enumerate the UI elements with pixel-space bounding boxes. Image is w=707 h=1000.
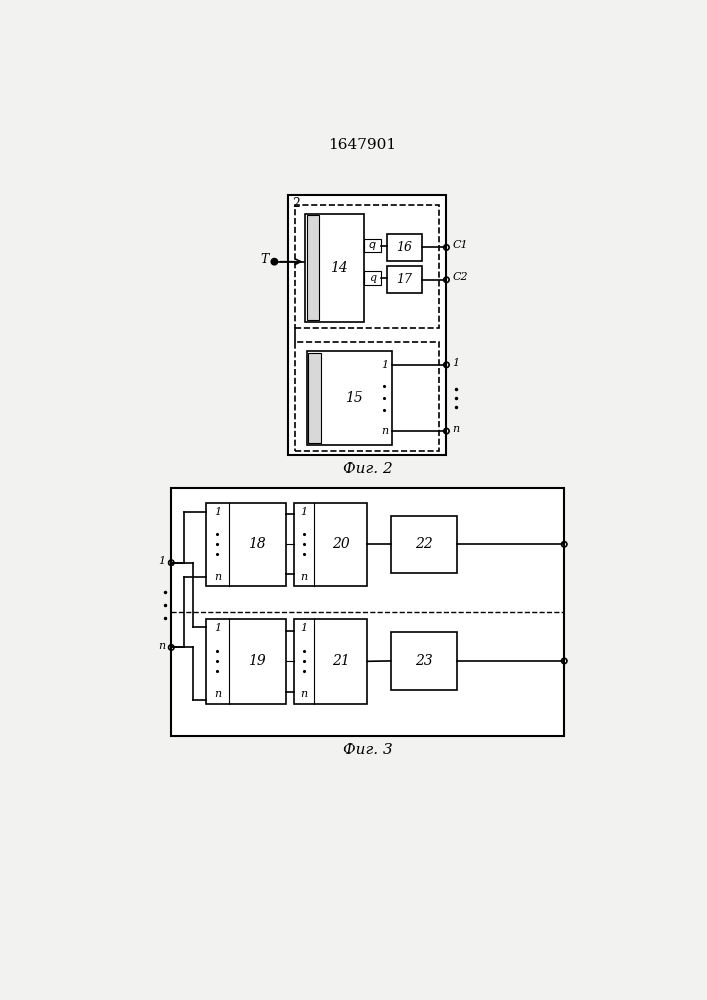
Text: 15: 15 <box>345 391 363 405</box>
Text: 1: 1 <box>381 360 388 370</box>
Bar <box>293 503 368 586</box>
Text: T: T <box>261 253 269 266</box>
Text: C1: C1 <box>452 240 468 250</box>
Text: 16: 16 <box>396 241 412 254</box>
Text: 1647901: 1647901 <box>328 138 396 152</box>
Bar <box>171 488 564 736</box>
Text: n: n <box>452 424 460 434</box>
Text: 1: 1 <box>158 556 165 566</box>
Bar <box>293 619 368 704</box>
Text: 2: 2 <box>292 197 300 210</box>
Text: n: n <box>214 572 221 582</box>
Text: 21: 21 <box>332 654 350 668</box>
Bar <box>307 215 320 320</box>
Text: 22: 22 <box>415 537 433 551</box>
Text: 1: 1 <box>300 507 308 517</box>
Bar <box>307 351 392 445</box>
Bar <box>364 271 381 285</box>
Text: Фиг. 3: Фиг. 3 <box>343 743 392 757</box>
Text: n: n <box>381 426 388 436</box>
Text: 14: 14 <box>330 261 348 275</box>
Bar <box>206 503 286 586</box>
Bar <box>387 234 421 261</box>
Bar <box>364 239 381 252</box>
Text: $\bar{q}$: $\bar{q}$ <box>368 238 377 253</box>
Bar <box>387 266 421 293</box>
Text: 1: 1 <box>214 507 221 517</box>
Text: 1: 1 <box>214 623 221 633</box>
Circle shape <box>271 259 277 265</box>
Text: 1: 1 <box>300 623 308 633</box>
Text: Фиг. 2: Фиг. 2 <box>342 462 392 476</box>
Bar <box>296 205 438 328</box>
Text: 1: 1 <box>452 358 460 368</box>
Text: n: n <box>214 689 221 699</box>
Bar <box>308 353 321 443</box>
Text: 18: 18 <box>248 537 266 551</box>
Bar <box>391 516 457 573</box>
Bar <box>206 619 286 704</box>
Text: 17: 17 <box>396 273 412 286</box>
Text: n: n <box>300 572 308 582</box>
Text: 19: 19 <box>248 654 266 668</box>
Text: 23: 23 <box>415 654 433 668</box>
Bar <box>288 195 446 455</box>
Text: q: q <box>369 273 376 283</box>
Bar <box>305 214 364 322</box>
Text: 20: 20 <box>332 537 350 551</box>
Text: n: n <box>300 689 308 699</box>
Text: C2: C2 <box>452 272 468 282</box>
Bar <box>296 342 438 451</box>
Bar <box>391 632 457 690</box>
Text: n: n <box>158 641 165 651</box>
